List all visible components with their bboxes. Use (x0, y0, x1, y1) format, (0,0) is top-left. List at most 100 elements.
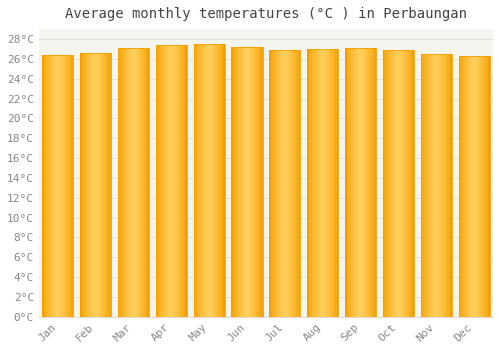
Bar (421, 54, 422, 317)
Bar (60, 55, 61, 317)
Bar (276, 50, 277, 317)
Bar (44, 55, 46, 317)
Bar (118, 48, 149, 317)
Bar (430, 54, 432, 317)
Bar (208, 44, 209, 317)
Bar (318, 49, 320, 317)
Bar (160, 45, 162, 317)
Bar (471, 56, 472, 317)
Bar (308, 49, 310, 317)
Bar (350, 48, 352, 317)
Bar (239, 47, 241, 317)
Bar (427, 54, 428, 317)
Bar (236, 47, 238, 317)
Bar (372, 48, 373, 317)
Bar (232, 47, 233, 317)
Bar (389, 50, 390, 317)
Bar (100, 53, 102, 317)
Bar (480, 56, 482, 317)
Bar (458, 56, 460, 317)
Bar (486, 56, 488, 317)
Bar (105, 53, 106, 317)
Bar (328, 49, 329, 317)
Bar (64, 55, 66, 317)
Bar (258, 47, 260, 317)
Bar (86, 53, 88, 317)
Bar (479, 56, 480, 317)
Bar (270, 50, 300, 317)
Bar (256, 47, 258, 317)
Bar (384, 50, 386, 317)
Bar (53, 55, 54, 317)
Bar (120, 48, 121, 317)
Bar (162, 45, 164, 317)
Bar (186, 45, 187, 317)
Bar (356, 48, 358, 317)
Bar (352, 48, 353, 317)
Bar (412, 50, 414, 317)
Bar (42, 55, 44, 317)
Bar (397, 50, 398, 317)
Bar (410, 50, 411, 317)
Bar (462, 56, 464, 317)
Bar (442, 54, 444, 317)
Bar (127, 48, 129, 317)
Bar (396, 50, 397, 317)
Bar (122, 48, 124, 317)
Bar (176, 45, 178, 317)
Bar (316, 49, 318, 317)
Bar (485, 56, 486, 317)
Bar (170, 45, 172, 317)
Bar (460, 56, 462, 317)
Bar (46, 55, 47, 317)
Bar (232, 47, 262, 317)
Bar (373, 48, 374, 317)
Bar (108, 53, 110, 317)
Bar (353, 48, 354, 317)
Bar (110, 53, 111, 317)
Bar (135, 48, 136, 317)
Bar (165, 45, 166, 317)
Bar (130, 48, 132, 317)
Bar (233, 47, 234, 317)
Bar (464, 56, 465, 317)
Bar (477, 56, 479, 317)
Bar (411, 50, 412, 317)
Bar (54, 55, 56, 317)
Bar (274, 50, 276, 317)
Bar (448, 54, 450, 317)
Bar (156, 45, 187, 317)
Bar (82, 53, 83, 317)
Bar (362, 48, 364, 317)
Bar (277, 50, 278, 317)
Bar (383, 50, 414, 317)
Bar (210, 44, 212, 317)
Bar (364, 48, 365, 317)
Bar (326, 49, 328, 317)
Bar (383, 50, 384, 317)
Bar (180, 45, 182, 317)
Bar (48, 55, 50, 317)
Bar (488, 56, 490, 317)
Bar (148, 48, 149, 317)
Bar (52, 55, 53, 317)
Bar (447, 54, 448, 317)
Bar (458, 56, 490, 317)
Bar (433, 54, 434, 317)
Bar (472, 56, 474, 317)
Bar (238, 47, 239, 317)
Bar (421, 54, 452, 317)
Bar (426, 54, 427, 317)
Bar (368, 48, 370, 317)
Bar (172, 45, 173, 317)
Bar (97, 53, 98, 317)
Bar (158, 45, 159, 317)
Bar (296, 50, 298, 317)
Bar (144, 48, 146, 317)
Bar (204, 44, 206, 317)
Bar (320, 49, 321, 317)
Bar (80, 53, 82, 317)
Bar (159, 45, 160, 317)
Bar (359, 48, 360, 317)
Bar (482, 56, 484, 317)
